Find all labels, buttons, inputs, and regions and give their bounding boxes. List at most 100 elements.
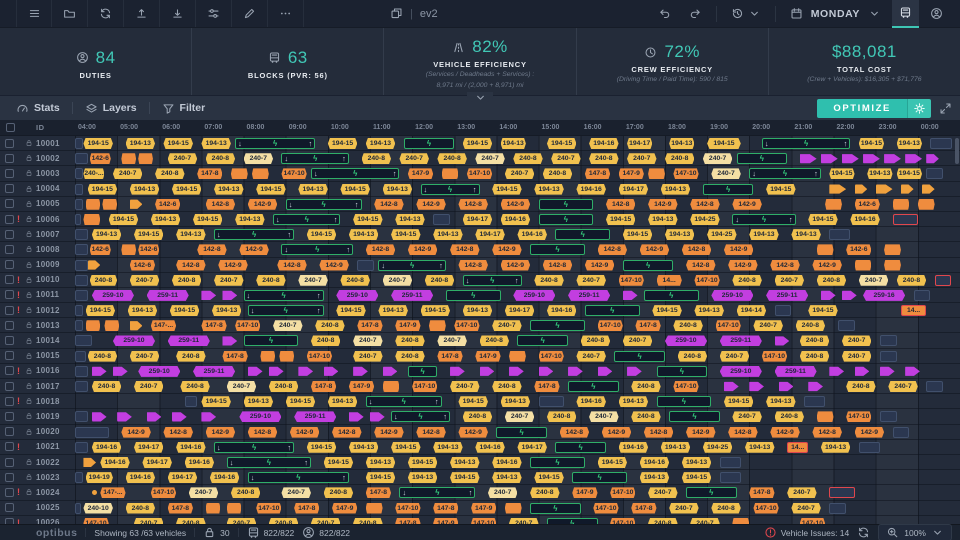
gantt-segment[interactable]: 194-15 [83,138,113,149]
gantt-segment[interactable] [808,381,823,392]
gantt-segment[interactable] [816,411,834,423]
gantt-segment[interactable]: 194-16 [850,213,880,225]
gantt-segment[interactable]: 194-15 [340,183,370,195]
gantt-segment[interactable]: 240-7 [475,153,505,165]
gantt-segment[interactable] [504,502,522,514]
gantt-segment[interactable]: 194-13 [867,168,893,180]
gantt-segment[interactable]: 147-10 [593,502,619,514]
row-checkbox[interactable] [5,260,14,270]
gantt-segment[interactable]: 194-16 [500,213,531,225]
gantt-segment[interactable]: ϟ [656,396,712,408]
gantt-segment[interactable]: 240-7 [273,320,303,332]
gantt-segment[interactable]: 194-19 [85,472,113,484]
gantt-segment[interactable] [930,138,952,149]
gantt-segment[interactable] [922,184,935,194]
gantt-segment[interactable] [854,366,870,376]
gantt-segment[interactable]: 259-10 [664,335,708,347]
gantt-segment[interactable]: 194-25 [702,441,733,453]
gantt-segment[interactable]: 240-7 [551,153,581,165]
gantt-segment[interactable] [201,290,217,300]
gantt-segment[interactable] [201,412,217,422]
gantt-segment[interactable]: 240-8 [340,274,370,286]
gantt-segment[interactable]: 147-8 [395,517,421,524]
gantt-segment[interactable]: 194-15 [133,229,164,241]
gantt-segment[interactable]: 240-7 [492,320,522,332]
gantt-segment[interactable]: 194-15 [707,138,741,149]
gantt-segment[interactable]: ↓ ϟ ↑ [226,456,311,468]
gantt-segment[interactable]: 259-11 [294,411,337,423]
row-checkbox[interactable] [5,168,14,178]
gantt-segment[interactable]: 142-9 [239,244,269,256]
gantt-segment[interactable]: 194-15 [458,396,488,408]
gantt-segment[interactable]: 194-16 [618,441,649,453]
gantt-segment[interactable]: 194-15 [858,138,885,149]
gantt-segment[interactable] [104,320,120,332]
gantt-segment[interactable]: 240-7 [382,274,413,286]
gantt-segment[interactable]: ϟ [622,259,674,271]
gantt-segment[interactable] [723,381,739,392]
gantt-segment[interactable]: ↓ ϟ ↑ [391,411,451,423]
gantt-segment[interactable]: 142-9 [723,244,754,256]
undo-button[interactable] [651,0,678,28]
gantt-segment[interactable] [230,168,248,180]
gantt-segment[interactable]: ϟ [568,381,619,392]
gantt-segment[interactable]: 147-10 [694,274,720,286]
gantt-segment[interactable]: 147-8 [437,350,463,362]
gantt-segment[interactable] [841,290,857,300]
gantt-segment[interactable]: 240-8 [673,320,703,332]
refresh-icon[interactable] [857,526,870,539]
gantt-segment[interactable] [627,366,642,376]
gantt-segment[interactable]: ↓ ϟ ↑ [214,229,295,241]
gantt-segment[interactable] [892,198,910,210]
gantt-segment[interactable] [75,502,82,514]
gantt-segment[interactable]: 142-8 [450,244,480,256]
optimize-settings-button[interactable] [907,98,931,118]
gantt-segment[interactable]: 14... [787,441,809,453]
gantt-segment[interactable] [829,487,855,499]
gantt-segment[interactable]: 194-14 [736,305,767,317]
gantt-segment[interactable] [829,184,847,194]
gantt-segment[interactable]: ↓ ϟ ↑ [399,487,476,499]
optimize-button[interactable]: OPTIMIZE [817,98,931,118]
gantt-segment[interactable]: 142-9 [686,426,716,438]
gantt-segment[interactable]: ϟ [530,502,581,514]
gantt-segment[interactable]: 147-9 [433,517,459,524]
gantt-segment[interactable]: 147-8 [365,487,392,499]
vehicle-issues[interactable]: Vehicle Issues: 14 [764,526,849,539]
gantt-segment[interactable]: 259-10 [138,365,181,377]
row-checkbox[interactable] [5,503,14,513]
gantt-segment[interactable]: 194-17 [517,441,547,453]
gantt-segment[interactable] [934,274,952,286]
gantt-segment[interactable]: ↓ ϟ ↑ [235,138,316,149]
gantt-segment[interactable]: 194-13 [211,305,242,317]
gantt-segment[interactable]: 147-9 [475,350,501,362]
gantt-segment[interactable]: 194-16 [91,441,122,453]
row-checkbox[interactable] [5,214,14,224]
gantt-segment[interactable] [648,168,665,180]
gantt-segment[interactable]: 142-6 [854,198,880,210]
gantt-segment[interactable]: 194-13 [91,229,122,241]
gantt-segment[interactable]: 259-10 [91,289,134,301]
gantt-segment[interactable] [184,396,198,408]
gantt-segment[interactable]: ↓ ϟ ↑ [732,213,796,225]
row-checkbox[interactable] [5,275,14,285]
gantt-segment[interactable]: 240-8 [816,274,847,286]
gantt-segment[interactable]: 240-7 [226,381,257,392]
gantt-segment[interactable]: 240-7 [787,487,817,499]
gantt-segment[interactable]: 194-15 [450,472,480,484]
gantt-segment[interactable]: 194-15 [306,229,337,241]
gantt-segment[interactable]: 240-7 [888,381,918,392]
row-checkbox[interactable] [5,411,14,421]
gantt-segment[interactable]: ↓ ϟ ↑ [761,138,851,149]
gantt-segment[interactable] [75,411,88,423]
gantt-segment[interactable]: 194-15 [622,229,653,241]
gantt-segment[interactable]: 147-8 [433,502,459,514]
account-button[interactable] [923,0,950,28]
gantt-segment[interactable]: 194-15 [171,183,202,195]
gantt-segment[interactable]: 194-15 [681,472,712,484]
gantt-segment[interactable] [538,366,554,376]
gantt-segment[interactable]: 194-13 [492,472,522,484]
gantt-segment[interactable]: 240-10 [83,502,113,514]
gantt-segment[interactable]: ϟ [407,365,438,377]
gantt-segment[interactable]: 147-10 [618,274,644,286]
